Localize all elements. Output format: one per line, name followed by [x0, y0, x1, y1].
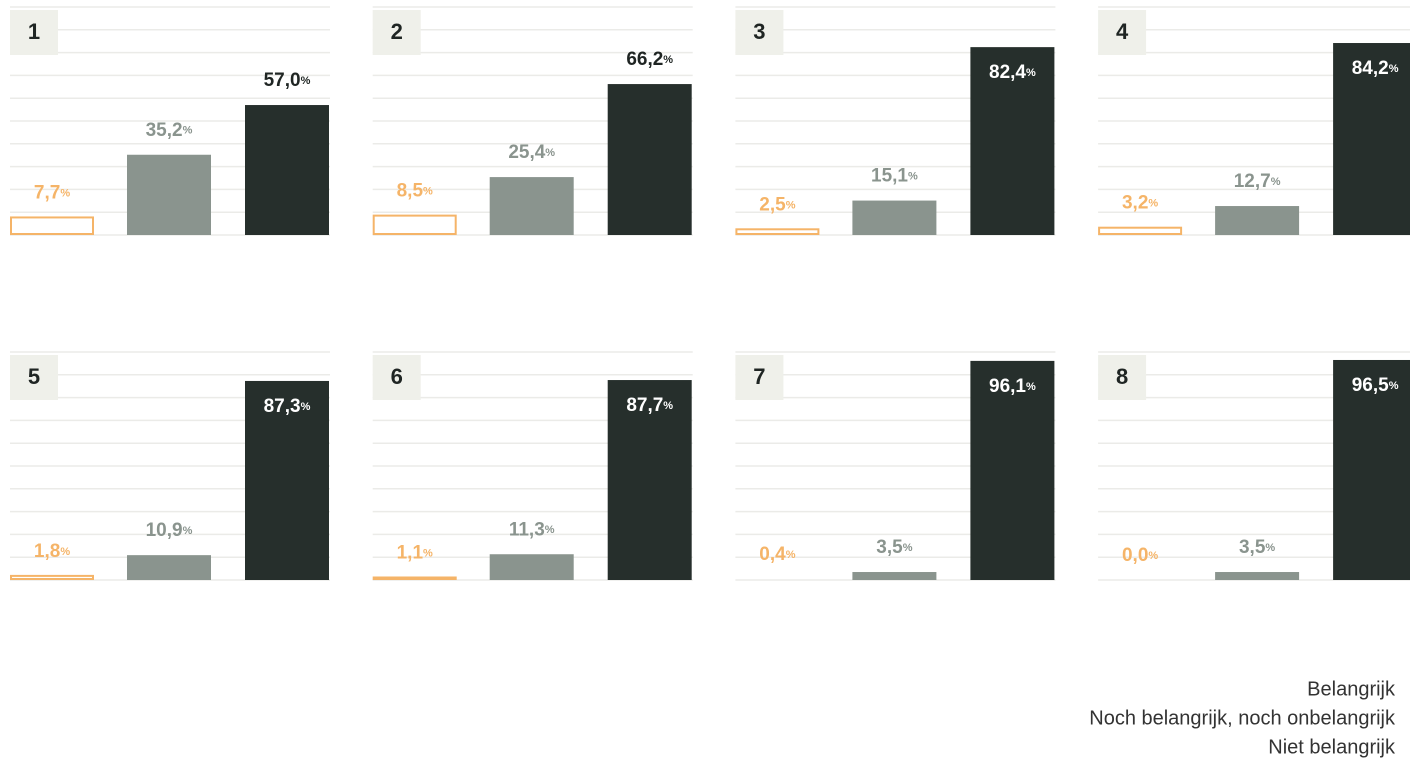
- bar: [970, 47, 1055, 236]
- value-label: 84,2%: [1352, 58, 1399, 79]
- bar: [489, 177, 574, 235]
- value-label: 1,1%: [397, 543, 433, 564]
- panel-number-box: [10, 10, 58, 55]
- panel-number: 8: [1116, 364, 1128, 389]
- panel: 5 87,3% 10,9% 1,8%: [10, 351, 330, 581]
- panel-number: 1: [28, 19, 40, 44]
- bar: [970, 360, 1055, 580]
- panel-number-box: [10, 355, 58, 400]
- bar: [735, 228, 820, 236]
- bar: [1215, 572, 1300, 580]
- panel: 2 66,2% 25,4% 8,5%: [372, 6, 693, 236]
- value-label: 15,1%: [871, 166, 918, 187]
- bar: [852, 200, 937, 235]
- panel-number-box: [735, 355, 784, 400]
- panel-number-box: [372, 355, 421, 400]
- panel-number: 4: [1116, 19, 1129, 44]
- value-label: 87,7%: [626, 395, 673, 416]
- bar: [1215, 206, 1300, 235]
- panel-number: 3: [753, 19, 765, 44]
- bar: [245, 380, 329, 580]
- legend-label: Belangrijk: [1307, 678, 1396, 700]
- bar: [127, 154, 211, 235]
- panel-number: 7: [753, 364, 765, 389]
- value-label: 0,0%: [1122, 545, 1158, 566]
- bar: [10, 216, 94, 235]
- value-label: 82,4%: [989, 62, 1036, 83]
- bar: [127, 555, 211, 580]
- panel: 3 82,4% 15,1% 2,5%: [735, 6, 1056, 236]
- value-label: 7,7%: [34, 182, 70, 203]
- value-label: 10,9%: [146, 520, 193, 541]
- panel: 4 84,2% 12,7% 3,2%: [1098, 6, 1410, 236]
- panel: 6 87,7% 11,3% 1,1%: [372, 351, 693, 581]
- value-label: 0,4%: [759, 544, 795, 565]
- value-label: 2,5%: [759, 194, 795, 215]
- panel: 1 57,0% 35,2% 7,7%: [10, 6, 330, 236]
- panel-number-box: [1098, 10, 1147, 55]
- bar: [852, 572, 937, 580]
- panel-number: 5: [28, 364, 40, 389]
- value-label: 96,1%: [989, 376, 1036, 397]
- value-label: 3,2%: [1122, 193, 1158, 214]
- bar: [607, 380, 692, 580]
- value-label: 66,2%: [626, 49, 673, 70]
- value-label: 11,3%: [509, 519, 555, 540]
- bar: [10, 574, 94, 580]
- panel-number-box: [735, 10, 784, 55]
- value-label: 1,8%: [34, 541, 70, 562]
- bar: [1098, 226, 1183, 235]
- bar: [1333, 43, 1410, 235]
- legend-label: Niet belangrijk: [1268, 736, 1396, 758]
- bar: [372, 214, 457, 235]
- value-label: 96,5%: [1352, 375, 1399, 396]
- panel-number-box: [372, 10, 421, 55]
- value-label: 87,3%: [264, 396, 311, 417]
- bar: [489, 554, 574, 580]
- value-label: 35,2%: [146, 120, 193, 141]
- panel-number: 2: [391, 19, 403, 44]
- panel: 8 96,5% 3,5% 0,0%: [1098, 351, 1410, 581]
- value-label: 3,5%: [876, 537, 912, 558]
- value-label: 57,0%: [264, 70, 311, 91]
- bar: [245, 105, 329, 235]
- bar: [1333, 359, 1410, 580]
- value-label: 8,5%: [397, 181, 433, 202]
- legend-label: Noch belangrijk, noch onbelangrijk: [1089, 707, 1396, 729]
- panel-number: 6: [391, 364, 403, 389]
- value-label: 12,7%: [1234, 171, 1281, 192]
- panel: 7 96,1% 3,5% 0,4%: [735, 351, 1056, 581]
- bar: [607, 84, 692, 236]
- value-label: 25,4%: [508, 142, 555, 163]
- value-label: 3,5%: [1239, 537, 1275, 558]
- panel-number-box: [1098, 355, 1147, 400]
- bar: [372, 576, 457, 581]
